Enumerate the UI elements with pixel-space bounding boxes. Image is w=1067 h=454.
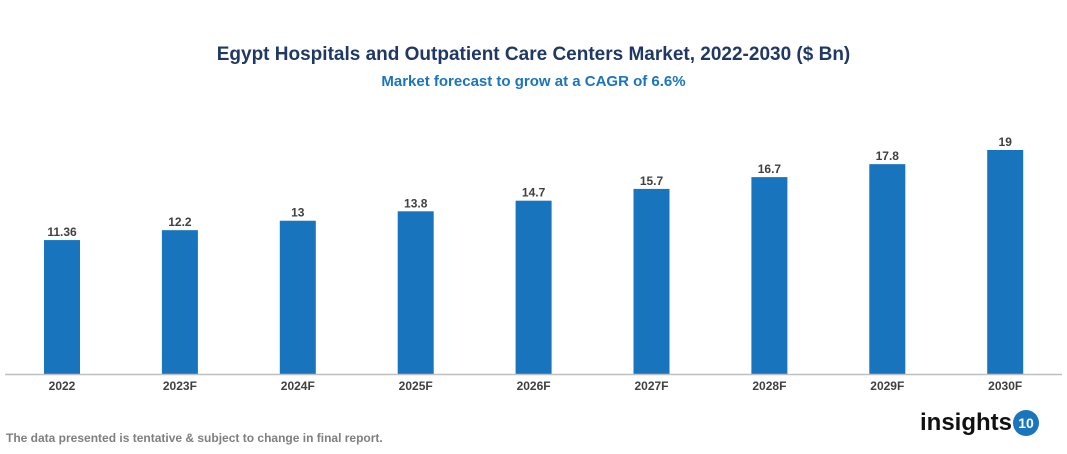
bar-2022: [44, 240, 80, 374]
x-tick-label: 2025F: [399, 379, 433, 393]
logo-text: insights: [920, 409, 1013, 436]
x-tick-label: 2026F: [517, 379, 551, 393]
bar-2025F: [397, 211, 434, 374]
insights10-logo: insights 10: [920, 409, 1040, 437]
bar-2026F: [515, 200, 552, 374]
x-tick-label: 2028F: [752, 379, 786, 393]
chart-subtitle: Market forecast to grow at a CAGR of 6.6…: [381, 73, 686, 90]
data-label-2026F: 14.7: [522, 186, 546, 200]
logo-badge: 10: [1013, 410, 1040, 436]
x-tick-label: 2029F: [870, 379, 904, 393]
x-tick-label: 2030F: [988, 379, 1022, 393]
data-label-2025F: 13.8: [404, 196, 428, 210]
bar-2030F: [987, 150, 1024, 374]
data-label-2028F: 16.7: [758, 162, 782, 176]
data-label-2030F: 19: [999, 135, 1013, 149]
data-label-2023F: 12.2: [168, 215, 192, 229]
x-tick-label: 2022: [49, 379, 76, 393]
chart-title: Egypt Hospitals and Outpatient Care Cent…: [216, 44, 851, 65]
x-tick-label: 2023F: [163, 379, 197, 393]
data-label-2022: 11.36: [47, 225, 77, 239]
bar-2029F: [869, 164, 906, 374]
x-tick-label: 2024F: [281, 379, 315, 393]
bar-2023F: [161, 230, 198, 374]
data-label-2029F: 17.8: [876, 149, 900, 163]
bar-2027F: [633, 188, 670, 374]
data-label-2027F: 15.7: [640, 174, 664, 188]
bar-2024F: [279, 220, 316, 374]
footer-note: The data presented is tentative & subjec…: [6, 431, 383, 445]
x-tick-label: 2027F: [634, 379, 668, 393]
data-label-2024F: 13: [291, 206, 305, 220]
bar-2028F: [751, 177, 788, 374]
